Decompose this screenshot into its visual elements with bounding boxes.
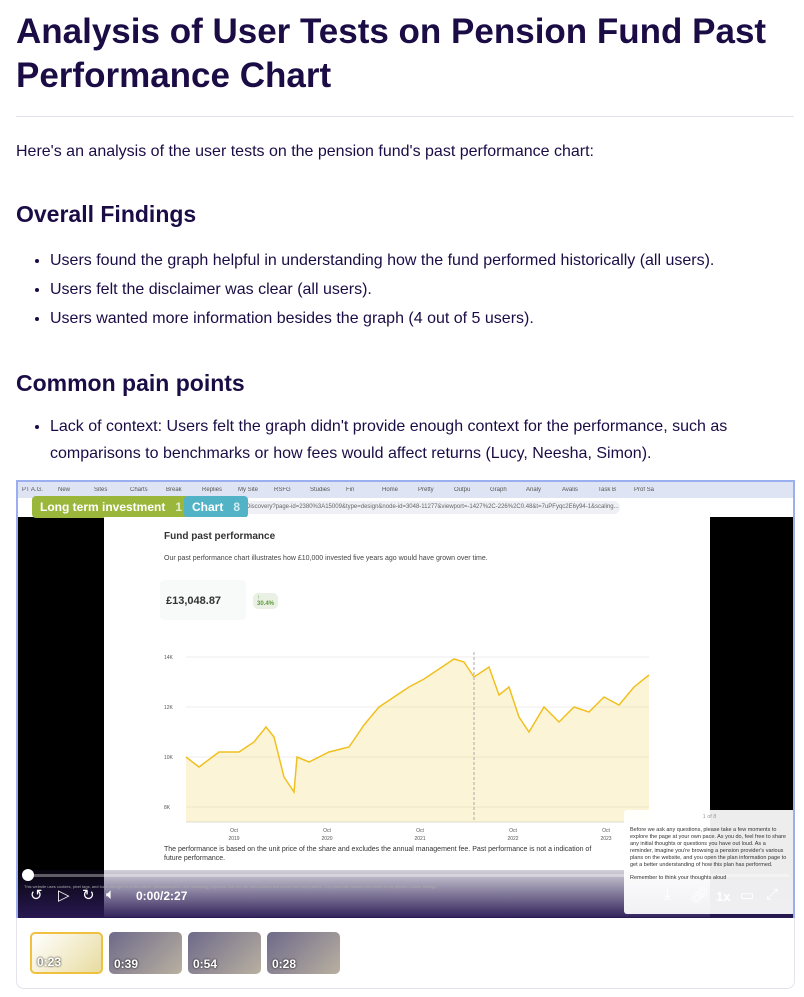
tag-label: Long term investment [40,500,166,514]
y-tick-label: 14K [164,655,174,661]
fund-title: Fund past performance [164,531,276,542]
browser-tab[interactable]: Studies [310,487,331,493]
thumbnail[interactable]: 0:23 [30,932,103,974]
performance-chart: 14K 12K 10K 8K Oct 2019 Oct 2020 Oct 2021 Oct 2022 O… [164,652,650,842]
video-player[interactable]: PT A.G. New Sites Charts Break Replies My Site… [16,480,795,918]
change-badge: ↑ 30.4% [253,593,279,609]
download-icon[interactable]: ⤓ [664,886,671,903]
thumbnail-time: 0:54 [193,957,218,971]
x-tick-year: 2019 [228,836,239,842]
heading-pain-points: Common pain points [16,370,245,396]
thumbnail[interactable]: 0:28 [267,932,340,974]
browser-tab[interactable]: RSFG [274,487,291,493]
page-title: Analysis of User Tests on Pension Fund P… [16,12,767,95]
speed-button[interactable]: 1x [716,889,731,904]
browser-tab[interactable]: Charts [130,487,148,493]
x-tick-year: 2023 [600,836,611,842]
fund-value-card: £13,048.87 ↑ 30.4% [160,580,279,620]
browser-tab[interactable]: Task B [598,487,617,493]
url-field: Discovery?page-id=2380%3A15009&type=desi… [240,501,620,514]
y-tick-label: 10K [164,755,174,761]
browser-tab[interactable]: Analy [526,487,542,493]
heading-overall-findings: Overall Findings [16,201,197,227]
thumbnail-time: 0:28 [272,957,297,971]
list-item: Lack of context: Users felt the graph di… [50,413,788,467]
popup-footer: Remember to think your thoughts aloud [630,875,727,881]
pain-points-list: Lack of context: Users felt the graph di… [48,413,788,467]
browser-tabs: PT A.G. New Sites Charts Break Replies My Site… [18,482,793,498]
time-display: 0:00/2:27 [136,889,188,903]
browser-tab[interactable]: Sites [94,487,108,493]
fund-value: £13,048.87 [166,595,222,607]
browser-tab[interactable]: Avalis [562,487,578,493]
divider [16,116,794,117]
tag-label: Chart [192,500,224,514]
thumbnail-time: 0:39 [114,957,139,971]
link-icon[interactable]: 🔗︎ [690,887,710,904]
task-popup: 1 of 8 Before we ask any questions, plea… [624,810,793,914]
browser-tab[interactable]: Outpu [454,487,471,493]
browser-tab[interactable]: Graph [490,487,507,493]
list-item: Users felt the disclaimer was clear (all… [50,275,788,304]
cookie-banner: This website uses cookies, pixel tags, a… [24,884,437,889]
recorded-page: Fund past performance Our past performan… [104,517,710,917]
list-item: Users found the graph helpful in underst… [50,246,788,275]
y-tick-label: 8K [164,805,171,811]
volume-icon[interactable]: 🔈︎ [106,886,116,903]
browser-tab[interactable]: My Site [238,487,259,493]
list-item: Users wanted more information besides th… [50,304,788,333]
browser-tab[interactable]: New [58,487,71,493]
popup-text: Before we ask any questions, please take… [630,827,787,868]
browser-tab[interactable]: Replies [202,487,223,493]
thumbnail-time: 0:23 [37,955,62,969]
browser-tab[interactable]: Pretty [418,487,434,493]
browser-tab[interactable]: Fin [346,487,355,493]
tag-long-term-investment[interactable]: Long term investment 1 [32,496,191,518]
x-tick-label: Oct [323,828,331,834]
browser-tab[interactable]: Prof Sa [634,487,655,493]
play-icon[interactable]: ▷ [58,887,70,904]
captions-icon[interactable]: ▭ [740,887,755,904]
progress-handle[interactable] [22,869,34,881]
x-tick-year: 2021 [414,836,425,842]
popup-counter: 1 of 8 [702,814,717,820]
tag-chart[interactable]: Chart 8 [184,496,249,518]
browser-tab[interactable]: PT A.G. [22,487,43,493]
x-tick-label: Oct [230,828,238,834]
chart-line [185,658,650,795]
fund-description: Our past performance chart illustrates h… [164,555,488,562]
disclaimer: The performance is based on the unit pri… [164,846,592,862]
chart-area [186,659,649,822]
findings-list: Users found the graph helpful in underst… [48,246,788,333]
forward-icon[interactable]: ↻ [82,887,95,904]
rewind-icon[interactable]: ↺ [30,887,43,904]
thumbnail[interactable]: 0:54 [188,932,261,974]
intro-text: Here's an analysis of the user tests on … [16,143,594,160]
progress-bar[interactable] [24,874,789,877]
tag-count: 8 [233,500,241,514]
thumbnail[interactable]: 0:39 [109,932,182,974]
tag-count: 1 [175,500,183,514]
x-tick-label: Oct [602,828,610,834]
fullscreen-icon[interactable]: ⤢ [766,886,779,903]
x-tick-label: Oct [509,828,517,834]
browser-tab[interactable]: Break [166,487,182,493]
browser-tab[interactable]: Home [382,487,399,493]
y-tick-label: 12K [164,705,174,711]
clip-thumbnails: 0:23 0:39 0:54 0:28 [30,932,340,974]
x-tick-year: 2022 [507,836,518,842]
x-tick-year: 2020 [321,836,332,842]
x-tick-label: Oct [416,828,424,834]
